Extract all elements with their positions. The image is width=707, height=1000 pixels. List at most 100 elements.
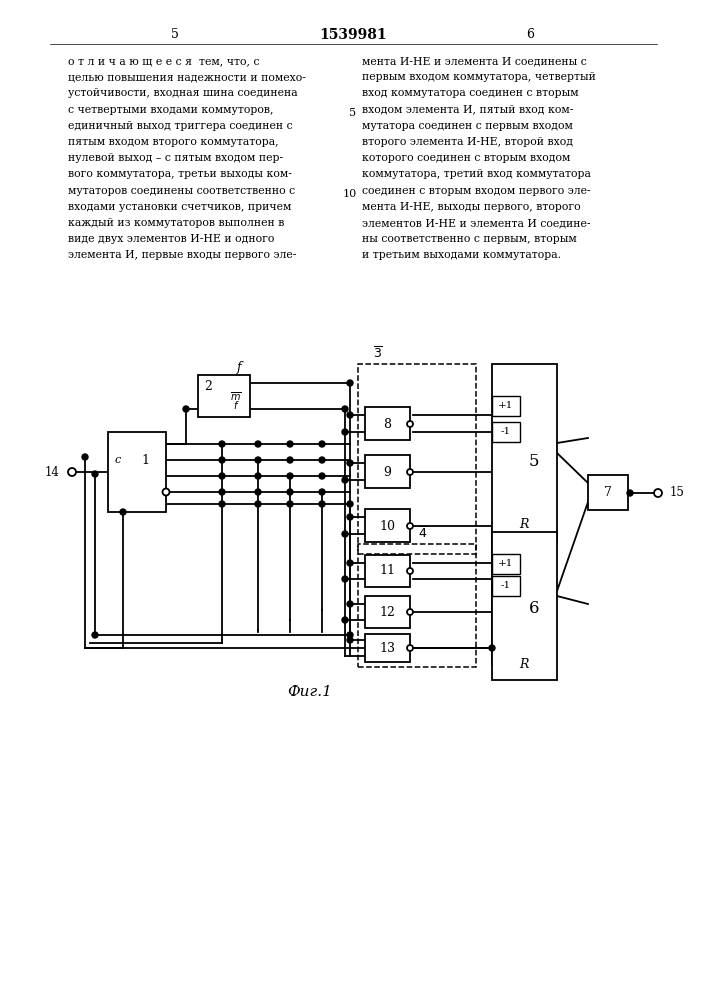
Bar bbox=[365, 509, 410, 542]
Bar bbox=[365, 407, 410, 440]
Circle shape bbox=[347, 514, 353, 520]
Bar bbox=[365, 455, 410, 488]
Text: 1539981: 1539981 bbox=[319, 28, 387, 42]
Circle shape bbox=[68, 468, 76, 476]
Bar bbox=[198, 375, 250, 417]
Bar bbox=[492, 364, 557, 542]
Circle shape bbox=[407, 568, 413, 574]
Text: 15: 15 bbox=[670, 487, 685, 499]
Text: виде двух элементов И-НЕ и одного: виде двух элементов И-НЕ и одного bbox=[68, 234, 274, 244]
Circle shape bbox=[347, 601, 353, 607]
Circle shape bbox=[347, 460, 353, 466]
Text: 5: 5 bbox=[171, 28, 179, 41]
Circle shape bbox=[183, 406, 189, 412]
Circle shape bbox=[489, 645, 495, 651]
Circle shape bbox=[407, 523, 413, 529]
Text: 11: 11 bbox=[379, 564, 395, 578]
Circle shape bbox=[319, 489, 325, 495]
Text: единичный выход триггера соединен с: единичный выход триггера соединен с bbox=[68, 121, 293, 131]
Text: +1: +1 bbox=[498, 560, 514, 568]
Circle shape bbox=[287, 489, 293, 495]
Circle shape bbox=[407, 421, 413, 427]
Text: мента И-НЕ, выходы первого, второго: мента И-НЕ, выходы первого, второго bbox=[362, 202, 580, 212]
Text: 9: 9 bbox=[383, 466, 391, 479]
Text: мутатора соединен с первым входом: мутатора соединен с первым входом bbox=[362, 121, 573, 131]
Text: $\overline{3}$: $\overline{3}$ bbox=[373, 346, 383, 362]
Text: Фиг.1: Фиг.1 bbox=[288, 685, 332, 699]
Circle shape bbox=[92, 632, 98, 638]
Text: $\overline{4}$: $\overline{4}$ bbox=[418, 526, 428, 542]
Text: c: c bbox=[115, 455, 121, 465]
Text: -1: -1 bbox=[501, 428, 511, 436]
Circle shape bbox=[342, 617, 348, 623]
Bar bbox=[492, 576, 520, 596]
Circle shape bbox=[342, 531, 348, 537]
Circle shape bbox=[654, 489, 662, 497]
Text: R: R bbox=[520, 518, 529, 530]
Bar bbox=[492, 422, 520, 442]
Circle shape bbox=[219, 457, 225, 463]
Bar bbox=[365, 634, 410, 662]
Circle shape bbox=[347, 637, 353, 643]
Circle shape bbox=[407, 609, 413, 615]
Circle shape bbox=[82, 454, 88, 460]
Text: о т л и ч а ю щ е е с я  тем, что, с: о т л и ч а ю щ е е с я тем, что, с bbox=[68, 56, 259, 66]
Text: 2: 2 bbox=[204, 380, 212, 393]
Text: -1: -1 bbox=[501, 582, 511, 590]
Bar bbox=[358, 364, 476, 554]
Text: второго элемента И-НЕ, второй вход: второго элемента И-НЕ, второй вход bbox=[362, 137, 573, 147]
Text: вого коммутатора, третьи выходы ком-: вого коммутатора, третьи выходы ком- bbox=[68, 169, 292, 179]
Bar bbox=[492, 532, 557, 680]
Circle shape bbox=[342, 576, 348, 582]
Circle shape bbox=[347, 632, 353, 638]
Bar bbox=[492, 554, 520, 574]
Text: 6: 6 bbox=[529, 600, 539, 617]
Circle shape bbox=[255, 441, 261, 447]
Circle shape bbox=[319, 501, 325, 507]
Text: коммутатора, третий вход коммутатора: коммутатора, третий вход коммутатора bbox=[362, 169, 591, 179]
Text: нулевой выход – с пятым входом пер-: нулевой выход – с пятым входом пер- bbox=[68, 153, 283, 163]
Text: и третьим выходами коммутатора.: и третьим выходами коммутатора. bbox=[362, 250, 561, 260]
Circle shape bbox=[255, 501, 261, 507]
Circle shape bbox=[120, 509, 126, 515]
Text: 14: 14 bbox=[45, 466, 60, 479]
Text: вход коммутатора соединен с вторым: вход коммутатора соединен с вторым bbox=[362, 88, 578, 98]
Text: первым входом коммутатора, четвертый: первым входом коммутатора, четвертый bbox=[362, 72, 596, 82]
Circle shape bbox=[255, 457, 261, 463]
Text: элемента И, первые входы первого эле-: элемента И, первые входы первого эле- bbox=[68, 250, 296, 260]
Circle shape bbox=[319, 441, 325, 447]
Text: 12: 12 bbox=[379, 605, 395, 618]
Circle shape bbox=[319, 457, 325, 463]
Text: +1: +1 bbox=[498, 401, 514, 410]
Circle shape bbox=[219, 501, 225, 507]
Text: каждый из коммутаторов выполнен в: каждый из коммутаторов выполнен в bbox=[68, 218, 284, 228]
Text: 5: 5 bbox=[349, 108, 356, 118]
Text: целью повышения надежности и помехо-: целью повышения надежности и помехо- bbox=[68, 72, 306, 82]
Circle shape bbox=[287, 441, 293, 447]
Circle shape bbox=[219, 489, 225, 495]
Text: 7: 7 bbox=[604, 487, 612, 499]
Circle shape bbox=[219, 473, 225, 479]
Text: элементов И-НЕ и элемента И соедине-: элементов И-НЕ и элемента И соедине- bbox=[362, 218, 590, 228]
Text: $\overline{m}$: $\overline{m}$ bbox=[230, 390, 242, 403]
Circle shape bbox=[163, 488, 170, 495]
Circle shape bbox=[342, 429, 348, 435]
Text: входом элемента И, пятый вход ком-: входом элемента И, пятый вход ком- bbox=[362, 105, 573, 115]
Circle shape bbox=[287, 457, 293, 463]
Text: пятым входом второго коммутатора,: пятым входом второго коммутатора, bbox=[68, 137, 279, 147]
Text: 5: 5 bbox=[529, 453, 539, 470]
Text: 10: 10 bbox=[379, 520, 395, 532]
Circle shape bbox=[347, 380, 353, 386]
Circle shape bbox=[319, 473, 325, 479]
Text: с четвертыми входами коммуторов,: с четвертыми входами коммуторов, bbox=[68, 105, 274, 115]
Circle shape bbox=[347, 560, 353, 566]
Circle shape bbox=[287, 501, 293, 507]
Text: 6: 6 bbox=[526, 28, 534, 41]
Text: 8: 8 bbox=[383, 418, 391, 430]
Text: которого соединен с вторым входом: которого соединен с вторым входом bbox=[362, 153, 571, 163]
Text: f: f bbox=[237, 360, 241, 373]
Text: 1: 1 bbox=[141, 454, 150, 466]
Circle shape bbox=[407, 645, 413, 651]
Bar bbox=[108, 432, 166, 512]
Text: входами установки счетчиков, причем: входами установки счетчиков, причем bbox=[68, 202, 291, 212]
